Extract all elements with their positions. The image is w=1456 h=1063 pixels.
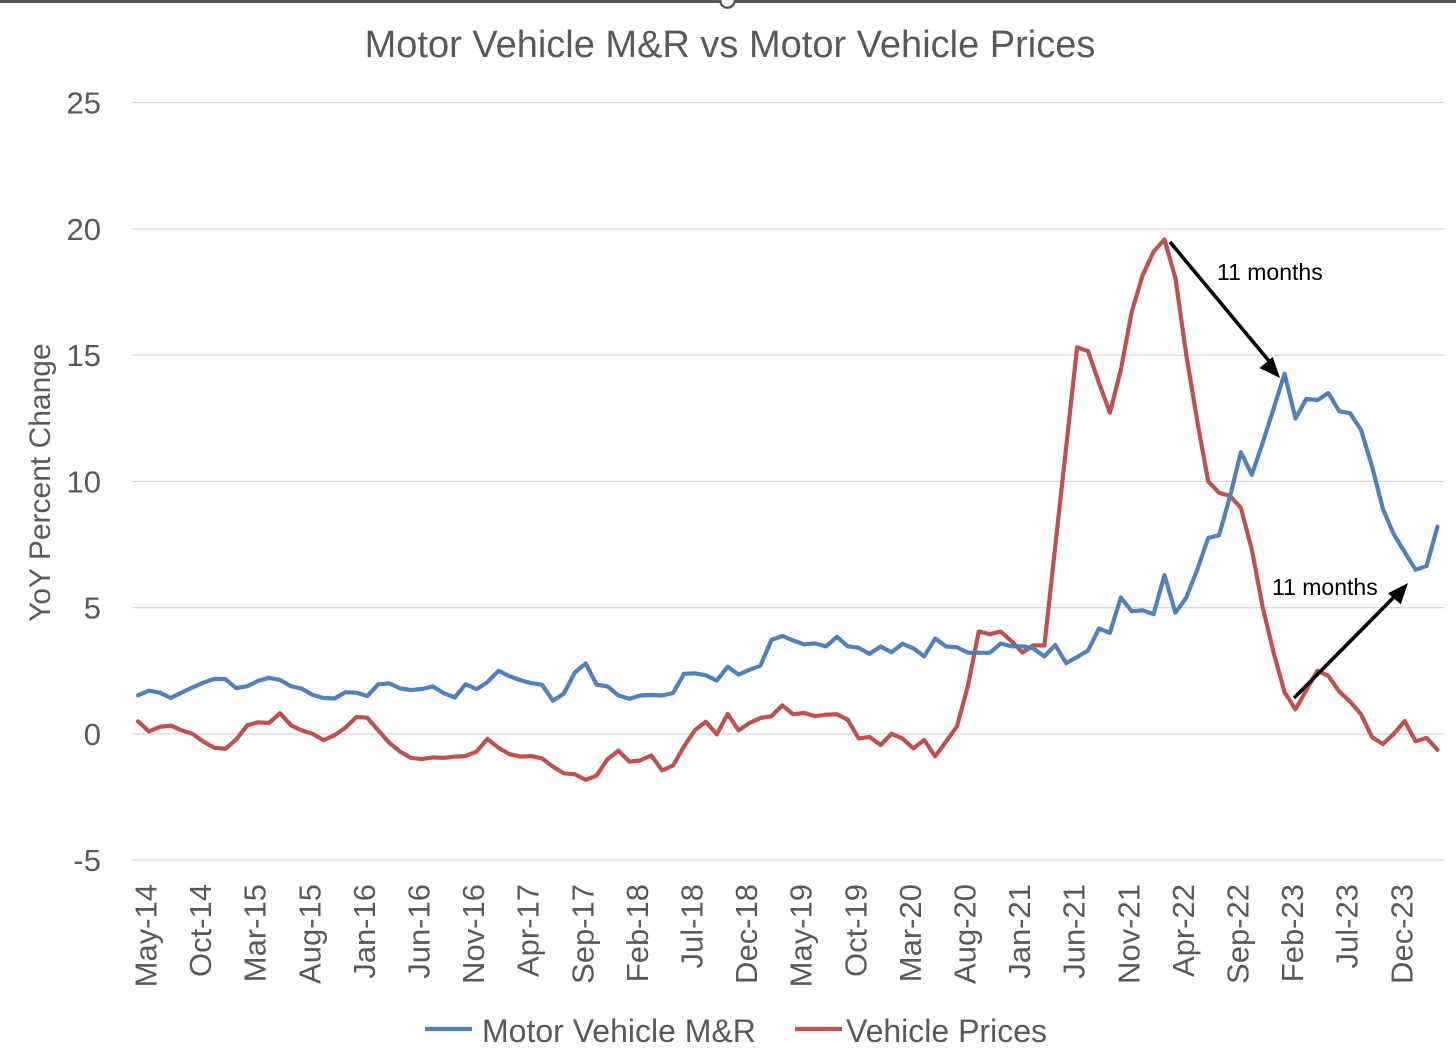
svg-text:Jun-16: Jun-16 — [402, 884, 437, 979]
svg-text:Aug-15: Aug-15 — [292, 884, 327, 984]
svg-text:Jun-21: Jun-21 — [1057, 884, 1092, 979]
svg-text:Dec-23: Dec-23 — [1384, 884, 1419, 984]
svg-text:May-19: May-19 — [784, 884, 819, 987]
svg-text:Vehicle Prices: Vehicle Prices — [846, 1013, 1047, 1049]
svg-text:Oct-14: Oct-14 — [183, 884, 218, 977]
svg-text:Dec-18: Dec-18 — [729, 884, 764, 984]
svg-text:Motor Vehicle M&R: Motor Vehicle M&R — [482, 1013, 756, 1049]
svg-text:Nov-21: Nov-21 — [1111, 884, 1146, 984]
svg-text:Mar-15: Mar-15 — [238, 884, 273, 982]
svg-text:YoY Percent Change: YoY Percent Change — [24, 343, 57, 622]
svg-text:20: 20 — [67, 212, 101, 247]
svg-text:May-14: May-14 — [129, 884, 164, 987]
svg-text:Jul-18: Jul-18 — [675, 884, 710, 968]
svg-text:10: 10 — [67, 464, 101, 499]
svg-text:Mar-20: Mar-20 — [893, 884, 928, 982]
svg-text:Motor Vehicle M&R vs Motor Veh: Motor Vehicle M&R vs Motor Vehicle Price… — [365, 24, 1096, 66]
svg-text:11 months: 11 months — [1272, 574, 1378, 600]
svg-text:5: 5 — [84, 591, 101, 626]
svg-text:Jul-23: Jul-23 — [1330, 884, 1365, 968]
svg-text:Feb-18: Feb-18 — [620, 884, 655, 982]
svg-text:Oct-19: Oct-19 — [838, 884, 873, 977]
svg-text:Aug-20: Aug-20 — [948, 884, 983, 984]
svg-text:15: 15 — [67, 338, 101, 373]
svg-text:25: 25 — [67, 86, 101, 121]
svg-text:Jan-21: Jan-21 — [1002, 884, 1037, 979]
svg-text:Apr-22: Apr-22 — [1166, 884, 1201, 977]
svg-text:Nov-16: Nov-16 — [456, 884, 491, 984]
svg-text:-5: -5 — [73, 843, 101, 878]
svg-text:Apr-17: Apr-17 — [511, 884, 546, 977]
svg-text:Sep-17: Sep-17 — [565, 884, 600, 984]
svg-text:Sep-22: Sep-22 — [1221, 884, 1256, 984]
svg-text:Jan-16: Jan-16 — [347, 884, 382, 979]
svg-text:0: 0 — [84, 717, 101, 752]
svg-text:Feb-23: Feb-23 — [1275, 884, 1310, 982]
svg-text:11 months: 11 months — [1217, 259, 1323, 285]
